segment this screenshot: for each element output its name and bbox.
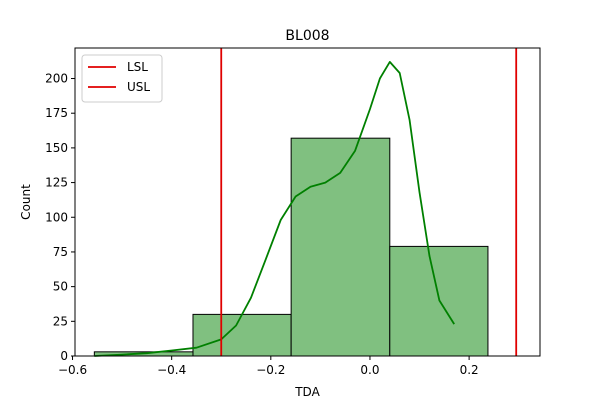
chart-title: BL008 (285, 28, 329, 44)
bars-layer (93, 137, 489, 357)
y-axis-ticks: 0 25 50 75 100 125 150 175 200 (45, 72, 75, 363)
x-tick-label: −0.2 (256, 363, 285, 377)
y-tick-label: 125 (45, 176, 68, 190)
plot-area-frame (74, 47, 541, 357)
histogram-bar-2 (192, 313, 292, 357)
y-tick-label: 100 (45, 210, 68, 224)
x-axis-ticks: −0.6 −0.4 −0.2 0.0 0.2 (58, 356, 479, 377)
kde-curve (94, 61, 455, 357)
x-tick-label: 0.2 (460, 363, 479, 377)
y-tick-label: 25 (53, 314, 68, 328)
x-tick-label: −0.6 (58, 363, 87, 377)
legend: LSL USL (81, 54, 163, 103)
y-tick-label: 200 (45, 72, 68, 86)
legend-label-lsl: LSL (127, 60, 148, 74)
x-axis-label: TDA (294, 385, 320, 399)
x-tick-label: 0.0 (360, 363, 379, 377)
legend-label-usl: USL (127, 80, 150, 94)
y-tick-label: 75 (53, 245, 68, 259)
y-tick-label: 50 (53, 280, 68, 294)
x-tick-label: −0.4 (157, 363, 186, 377)
y-tick-label: 150 (45, 141, 68, 155)
histogram-bar-3 (290, 137, 391, 357)
y-tick-label: 175 (45, 106, 68, 120)
y-axis-label: Count (19, 184, 33, 220)
lines-layer (94, 48, 518, 357)
y-tick-label: 0 (60, 349, 68, 363)
legend-box (81, 54, 163, 103)
